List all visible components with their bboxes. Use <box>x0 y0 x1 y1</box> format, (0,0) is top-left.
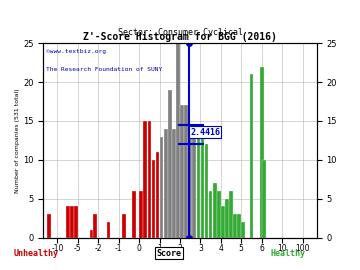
Text: Healthy: Healthy <box>270 249 306 258</box>
Bar <box>229 191 233 238</box>
Bar <box>70 207 74 238</box>
Bar <box>168 90 172 238</box>
Bar <box>242 222 245 238</box>
Text: 2.4416: 2.4416 <box>190 127 220 137</box>
Bar <box>233 214 237 238</box>
Bar <box>152 160 155 238</box>
Bar <box>90 230 93 238</box>
Bar <box>172 129 176 238</box>
Bar <box>205 144 208 238</box>
Bar <box>93 214 97 238</box>
Bar <box>209 191 212 238</box>
Bar <box>164 129 167 238</box>
Text: The Research Foundation of SUNY: The Research Foundation of SUNY <box>46 66 162 72</box>
Bar <box>48 214 51 238</box>
Bar <box>188 137 192 238</box>
Bar <box>184 105 188 238</box>
Bar <box>148 121 151 238</box>
Bar <box>139 191 143 238</box>
Bar <box>122 214 126 238</box>
Bar <box>160 137 163 238</box>
Text: Sector: Consumer Cyclical: Sector: Consumer Cyclical <box>117 28 243 37</box>
Bar <box>193 137 196 238</box>
Bar <box>132 191 136 238</box>
Y-axis label: Number of companies (531 total): Number of companies (531 total) <box>15 88 20 193</box>
Bar <box>260 66 264 238</box>
Bar <box>107 222 111 238</box>
Text: Unhealthy: Unhealthy <box>14 249 58 258</box>
Bar <box>156 152 159 238</box>
Text: ©www.textbiz.org: ©www.textbiz.org <box>46 49 106 54</box>
Bar <box>249 74 253 238</box>
Bar <box>74 207 78 238</box>
Bar <box>237 214 241 238</box>
Bar <box>217 191 221 238</box>
Bar <box>221 207 225 238</box>
Text: Score: Score <box>157 249 182 258</box>
Bar <box>225 199 229 238</box>
Bar <box>201 137 204 238</box>
Bar <box>66 207 69 238</box>
Bar <box>143 121 147 238</box>
Bar <box>262 160 266 238</box>
Bar <box>176 43 180 238</box>
Bar <box>197 137 200 238</box>
Bar <box>213 183 217 238</box>
Title: Z'-Score Histogram for BGG (2016): Z'-Score Histogram for BGG (2016) <box>83 32 277 42</box>
Bar <box>180 105 184 238</box>
